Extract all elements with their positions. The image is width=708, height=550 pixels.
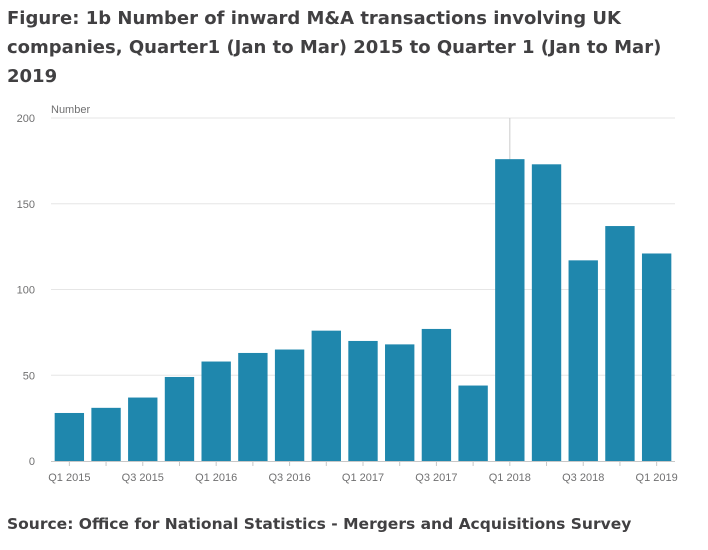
x-tick-label: Q3 2018 — [562, 472, 604, 484]
y-tick-label: 200 — [17, 113, 35, 125]
x-tick-label: Q1 2019 — [636, 472, 678, 484]
bar-q2-2015[interactable] — [91, 407, 121, 461]
bar-q1-2019[interactable] — [641, 253, 672, 461]
bar-q3-2018[interactable] — [568, 260, 598, 461]
source-note: Source: Office for National Statistics -… — [7, 515, 632, 533]
y-axis-ticks: 0 50 100 150 200 — [17, 113, 35, 468]
bar-q4-2018[interactable] — [605, 226, 635, 461]
bar-q3-2015[interactable] — [128, 397, 158, 461]
bar-q3-2016[interactable] — [274, 349, 305, 461]
bar-q4-2015[interactable] — [164, 376, 195, 461]
y-tick-label: 0 — [29, 456, 35, 468]
bar-q2-2017[interactable] — [385, 344, 415, 461]
bar-q2-2016[interactable] — [238, 352, 268, 461]
figure-title: Figure: 1b Number of inward M&A transact… — [7, 8, 662, 87]
x-tick-label: Q1 2015 — [48, 472, 90, 484]
bar-q4-2017[interactable] — [458, 385, 488, 461]
x-tick-label: Q3 2015 — [122, 472, 164, 484]
bar-q1-2018[interactable] — [495, 159, 525, 461]
y-axis-label: Number — [51, 104, 90, 116]
y-tick-label: 100 — [17, 285, 35, 297]
bar-q1-2016[interactable] — [201, 361, 231, 461]
x-tick-label: Q1 2016 — [195, 472, 237, 484]
bar-chart: 0 50 100 150 200 Q1 2015 Q3 2015 Q1 2016 Q3 201… — [17, 104, 678, 484]
bar-q1-2015[interactable] — [54, 412, 85, 461]
x-axis-ticks: Q1 2015 Q3 2015 Q1 2016 Q3 2016 Q1 2017 Q3 20… — [48, 461, 678, 484]
x-tick-label: Q1 2018 — [489, 472, 531, 484]
bars — [54, 159, 672, 461]
x-tick-label: Q1 2017 — [342, 472, 384, 484]
y-tick-label: 150 — [17, 199, 35, 211]
x-tick-label: Q3 2017 — [415, 472, 457, 484]
bar-q2-2018[interactable] — [531, 164, 562, 461]
bar-q4-2016[interactable] — [311, 330, 341, 461]
bar-q1-2017[interactable] — [348, 340, 378, 461]
bar-q3-2017[interactable] — [421, 328, 452, 461]
x-tick-label: Q3 2016 — [268, 472, 310, 484]
y-tick-label: 50 — [23, 370, 35, 382]
